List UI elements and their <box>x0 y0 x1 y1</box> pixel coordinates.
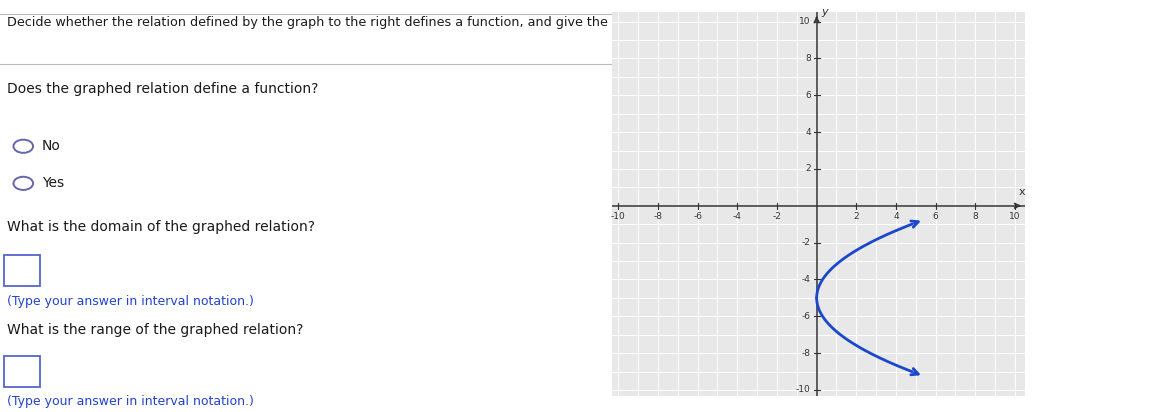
Text: x: x <box>1019 187 1025 197</box>
Text: 10: 10 <box>799 17 811 26</box>
Text: 10: 10 <box>1010 212 1020 221</box>
Text: -10: -10 <box>796 386 811 395</box>
Text: 8: 8 <box>805 54 811 63</box>
Text: -6: -6 <box>802 312 811 321</box>
Text: Decide whether the relation defined by the graph to the right defines a function: Decide whether the relation defined by t… <box>7 16 733 30</box>
Text: -8: -8 <box>802 349 811 358</box>
Text: (Type your answer in interval notation.): (Type your answer in interval notation.) <box>7 295 254 308</box>
Text: -2: -2 <box>773 212 781 221</box>
Text: 6: 6 <box>933 212 939 221</box>
FancyBboxPatch shape <box>5 255 40 286</box>
Text: What is the domain of the graphed relation?: What is the domain of the graphed relati… <box>7 220 315 234</box>
Text: -4: -4 <box>733 212 741 221</box>
Text: -4: -4 <box>802 275 811 284</box>
FancyBboxPatch shape <box>5 356 40 387</box>
Text: -6: -6 <box>694 212 702 221</box>
Text: What is the range of the graphed relation?: What is the range of the graphed relatio… <box>7 323 303 337</box>
Text: -8: -8 <box>653 212 662 221</box>
Text: -2: -2 <box>802 238 811 247</box>
Text: 4: 4 <box>894 212 898 221</box>
Text: y: y <box>822 7 829 17</box>
Text: Does the graphed relation define a function?: Does the graphed relation define a funct… <box>7 82 318 96</box>
Text: (Type your answer in interval notation.): (Type your answer in interval notation.) <box>7 395 254 408</box>
Text: -10: -10 <box>611 212 625 221</box>
Text: 2: 2 <box>854 212 859 221</box>
Text: 6: 6 <box>805 91 811 100</box>
Text: Yes: Yes <box>42 176 64 190</box>
Text: No: No <box>42 139 60 153</box>
Text: 2: 2 <box>805 164 811 173</box>
Text: 4: 4 <box>805 128 811 137</box>
Text: 8: 8 <box>973 212 978 221</box>
